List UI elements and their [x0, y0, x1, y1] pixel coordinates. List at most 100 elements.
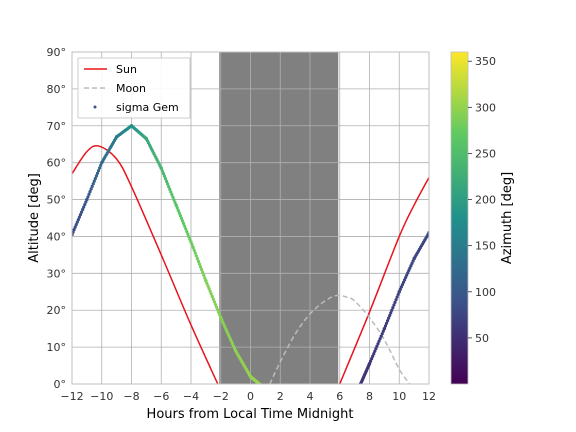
colorbar-tick-label: 150: [475, 240, 496, 253]
sigma-gem-track-dot: [79, 210, 84, 214]
sigma-gem-track-dot: [74, 222, 78, 227]
sigma-gem-track-dot: [172, 198, 176, 202]
sigma-gem-track-dot: [190, 243, 194, 247]
sigma-gem-track-dot: [388, 313, 392, 318]
sigma-gem-track-dot: [76, 217, 80, 222]
sigma-gem-track-dot: [173, 200, 177, 205]
sigma-gem-track-dot: [378, 337, 382, 341]
sigma-gem-track-dot: [206, 284, 210, 288]
x-tick-label: −12: [60, 390, 83, 403]
x-tick-label: −4: [183, 390, 199, 403]
sigma-gem-track-dot: [87, 192, 91, 196]
y-tick-label: 0°: [54, 378, 67, 391]
x-tick-label: 8: [366, 390, 373, 403]
sigma-gem-track-dot: [383, 324, 388, 328]
x-tick-label: 12: [422, 390, 436, 403]
sigma-gem-track-dot: [99, 163, 103, 167]
sigma-gem-track-dot: [394, 298, 398, 302]
sigma-gem-track-dot: [374, 347, 378, 351]
sigma-gem-track-dot: [201, 270, 205, 275]
sigma-gem-point: [129, 124, 134, 128]
legend-moon-label: Moon: [116, 82, 146, 95]
sigma-gem-track-dot: [193, 251, 197, 255]
sigma-gem-track-dot: [164, 179, 169, 183]
sigma-gem-track-dot: [94, 174, 99, 178]
sigma-gem-point: [248, 374, 253, 379]
legend-sigma-gem-swatch: [93, 105, 97, 109]
colorbar: 50 100 150 200 250 300 350 Azimuth [deg]: [450, 51, 515, 385]
night-shading: [219, 52, 339, 384]
sigma-gem-track-dot: [396, 292, 400, 297]
sigma-gem-point: [412, 256, 416, 261]
colorbar-label: Azimuth [deg]: [500, 172, 515, 264]
sigma-gem-point: [159, 166, 163, 170]
sigma-gem-track-dot: [376, 342, 380, 346]
legend-sigma-gem-label: sigma Gem: [116, 101, 179, 114]
sigma-gem-point: [174, 203, 178, 207]
sigma-gem-track-dot: [211, 297, 215, 301]
sigma-gem-point: [100, 160, 104, 165]
sigma-gem-track-dot: [387, 316, 391, 320]
sigma-gem-track-dot: [178, 214, 182, 218]
sigma-gem-track-dot: [381, 329, 385, 333]
x-tick-label: 2: [277, 390, 284, 403]
sigma-gem-track-dot: [72, 230, 75, 234]
y-axis-label: Altitude [deg]: [27, 173, 42, 263]
sigma-gem-track-dot: [215, 308, 220, 312]
sigma-gem-track-dot: [176, 208, 180, 212]
sigma-gem-track-dot: [368, 359, 373, 363]
sun-curve: [339, 177, 429, 384]
x-tick-label: −10: [90, 390, 113, 403]
sigma-gem-track-dot: [372, 352, 376, 356]
sigma-gem-point: [189, 240, 193, 244]
sigma-gem-track-dot: [202, 273, 206, 277]
sigma-gem-track-dot: [194, 254, 198, 258]
sigma-gem-track-dot: [169, 190, 173, 194]
sigma-gem-track-dot: [93, 176, 97, 181]
sigma-gem-track-dot: [393, 300, 397, 304]
sigma-gem-track-dot: [375, 344, 379, 348]
sigma-gem-point: [367, 362, 372, 366]
y-tick-label: 10°: [47, 341, 67, 354]
legend-sun-label: Sun: [116, 63, 137, 76]
sigma-gem-point: [85, 197, 89, 202]
sigma-gem-track-dot: [81, 207, 85, 212]
sigma-gem-track-dot: [214, 305, 219, 309]
sigma-gem-track-dot: [179, 216, 184, 220]
x-tick-label: −6: [153, 390, 169, 403]
sigma-gem-track-dot: [380, 332, 384, 336]
y-tick-label: 40°: [47, 230, 67, 243]
sigma-gem-track-dot: [73, 225, 77, 229]
sigma-gem-track-dot: [163, 177, 168, 181]
sigma-gem-track-dot: [207, 287, 211, 291]
sigma-gem-track-dot: [205, 281, 209, 285]
y-tick-label: 60°: [47, 157, 67, 170]
x-tick-label: 0: [247, 390, 254, 403]
colorbar-tick-label: 300: [475, 101, 496, 114]
colorbar-tick-label: 50: [475, 332, 489, 345]
sigma-gem-point: [144, 136, 149, 141]
sigma-gem-track-dot: [82, 205, 86, 209]
sigma-gem-track-dot: [181, 221, 186, 226]
moon-curve: [269, 294, 411, 384]
sigma-gem-track-dot: [195, 256, 199, 261]
y-tick-label: 30°: [47, 267, 67, 280]
x-tick-label: −8: [123, 390, 139, 403]
sigma-gem-track-dot: [89, 187, 93, 191]
y-tick-label: 90°: [47, 46, 67, 59]
y-tick-label: 20°: [47, 304, 67, 317]
sigma-gem-track-dot: [203, 276, 207, 280]
sigma-gem-track-dot: [95, 171, 100, 175]
sigma-gem-track-dot: [213, 302, 218, 307]
sigma-gem-track-dot: [188, 237, 192, 241]
sigma-gem-track-dot: [98, 166, 102, 170]
sigma-gem-track-dot: [168, 187, 172, 191]
sigma-gem-track-dot: [390, 308, 394, 312]
colorbar-tick-label: 350: [475, 55, 496, 68]
sigma-gem-track-dot: [192, 248, 196, 252]
sigma-gem-track-dot: [379, 334, 383, 338]
sigma-gem-point: [397, 290, 401, 294]
sigma-gem-track-dot: [91, 182, 95, 186]
sigma-gem-track-dot: [208, 289, 212, 293]
